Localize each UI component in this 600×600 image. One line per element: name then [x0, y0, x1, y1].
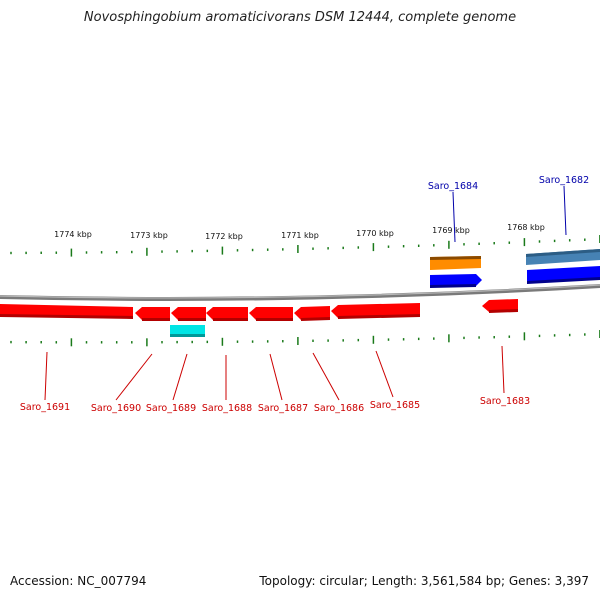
gene-label[interactable]: Saro_1682 — [539, 175, 589, 186]
genome-title: Novosphingobium aromaticivorans DSM 1244… — [83, 10, 517, 25]
genome-info-text: Topology: circular; Length: 3,561,584 bp… — [259, 574, 589, 588]
genome-backbone-highlight — [0, 284, 600, 299]
gene-label[interactable]: Saro_1683 — [480, 396, 530, 407]
gene-saro-1683[interactable] — [482, 299, 518, 313]
gene-saro-1688[interactable] — [206, 307, 248, 321]
genome-backbone — [0, 284, 600, 301]
lower-tick-row — [10, 330, 600, 347]
tick-label: 1771 kbp — [281, 231, 319, 240]
feature-steelblue[interactable] — [526, 249, 600, 265]
gene-label[interactable]: Saro_1687 — [258, 403, 308, 414]
gene-labels: Saro_1691 Saro_1690 Saro_1689 Saro_1688 … — [20, 175, 589, 414]
tick-label: 1769 kbp — [432, 226, 470, 235]
gene-label[interactable]: Saro_1685 — [370, 400, 420, 411]
gene-label[interactable]: Saro_1688 — [202, 403, 252, 414]
gene-saro-1684[interactable] — [430, 274, 482, 288]
gene-label[interactable]: Saro_1691 — [20, 402, 70, 413]
tick-label: 1772 kbp — [205, 232, 243, 241]
gene-saro-1686[interactable] — [294, 306, 330, 321]
rna-feature-cyan[interactable] — [170, 325, 205, 337]
gene-label[interactable]: Saro_1686 — [314, 403, 364, 414]
tick-label: 1768 kbp — [507, 223, 545, 232]
kbp-labels: 1774 kbp 1773 kbp 1772 kbp 1771 kbp 1770… — [54, 223, 545, 241]
tick-label: 1774 kbp — [54, 230, 92, 239]
gene-saro-1682[interactable] — [527, 266, 600, 284]
gene-label[interactable]: Saro_1689 — [146, 403, 196, 414]
accession-text: Accession: NC_007794 — [10, 574, 147, 588]
feature-orange[interactable] — [430, 256, 481, 270]
tick-label: 1773 kbp — [130, 231, 168, 240]
plus-strand-genes — [430, 249, 600, 288]
gene-label[interactable]: Saro_1684 — [428, 181, 478, 192]
gene-saro-1690[interactable] — [135, 307, 170, 321]
gene-saro-1691[interactable] — [0, 304, 133, 319]
gene-label[interactable]: Saro_1690 — [91, 403, 141, 414]
gene-saro-1685[interactable] — [331, 303, 420, 319]
minus-strand-genes — [0, 299, 518, 337]
gene-saro-1687[interactable] — [249, 307, 293, 321]
gene-saro-1689[interactable] — [171, 307, 206, 321]
upper-tick-row — [10, 235, 600, 257]
tick-label: 1770 kbp — [356, 229, 394, 238]
label-leader-lines — [44, 185, 567, 401]
